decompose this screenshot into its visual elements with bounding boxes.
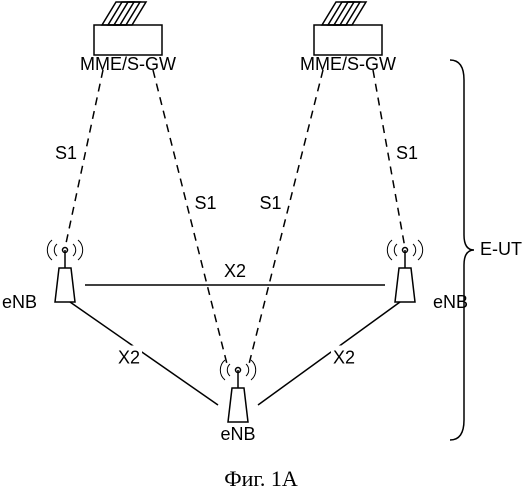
- mme-node: MME/S-GW: [300, 2, 396, 74]
- mme-label: MME/S-GW: [80, 54, 176, 74]
- enb-label: eNB: [220, 424, 255, 444]
- edge-label: S1: [55, 143, 77, 163]
- mme-label: MME/S-GW: [300, 54, 396, 74]
- edge-s1: [153, 70, 228, 368]
- mme-node: MME/S-GW: [80, 2, 176, 74]
- brace: [450, 60, 474, 440]
- enb-node: eNB: [2, 240, 83, 312]
- enb-label: eNB: [2, 292, 37, 312]
- enb-node: eNB: [220, 360, 255, 444]
- edge-label: X2: [224, 261, 246, 281]
- edge-label: X2: [333, 348, 355, 368]
- edge-label: X2: [118, 348, 140, 368]
- edge-label: S1: [396, 143, 418, 163]
- edge-label: S1: [259, 193, 281, 213]
- edge-x2: [258, 302, 400, 405]
- figure-caption: Фиг. 1A: [0, 466, 522, 492]
- edge-label: S1: [194, 193, 216, 213]
- enb-label: eNB: [433, 292, 468, 312]
- brace-label: E-UTRAN: [480, 239, 522, 259]
- edge-s1: [248, 70, 323, 368]
- enb-node: eNB: [387, 240, 468, 312]
- edge-x2: [70, 302, 218, 405]
